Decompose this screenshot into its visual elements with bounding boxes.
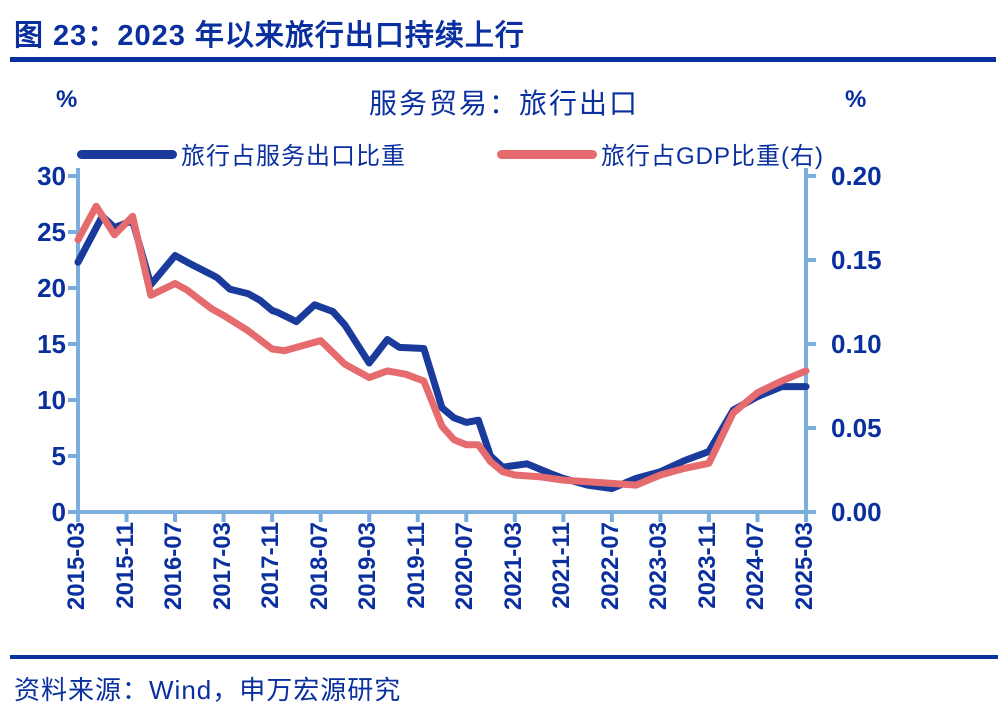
right-axis-tick-label: 0.20	[831, 161, 882, 191]
legend-marker-travel-gdp-share	[497, 150, 597, 159]
x-axis-tick-label: 2025-03	[791, 522, 818, 611]
left-axis-tick-label: 0	[51, 497, 66, 527]
left-axis-tick-label: 15	[37, 329, 66, 359]
right-axis-tick-label: 0.15	[831, 245, 882, 275]
x-axis-tick-label: 2016-07	[160, 522, 188, 611]
left-axis-tick-label: 20	[37, 273, 66, 303]
right-axis-tick-label: 0.05	[831, 413, 882, 443]
chart-title: 服务贸易：旅行出口	[368, 88, 639, 119]
series-line-travel-gdp-share	[74, 202, 810, 489]
x-axis-tick-label: 2017-11	[257, 522, 285, 609]
legend-label-travel-gdp-share: 旅行占GDP比重(右)	[601, 143, 824, 170]
legend-label-travel-services-share: 旅行占服务出口比重	[181, 143, 406, 170]
x-axis-tick-label: 2017-03	[208, 522, 236, 611]
right-axis-unit-label: %	[845, 86, 867, 113]
left-axis-tick-label: 5	[51, 441, 66, 471]
x-axis-tick-label: 2022-07	[596, 522, 624, 611]
x-axis-tick-label: 2015-11	[111, 522, 139, 609]
x-axis-tick-label: 2019-03	[354, 522, 382, 611]
left-axis-tick-label: 10	[37, 385, 66, 415]
x-axis-tick-label: 2021-03	[499, 522, 527, 611]
right-axis-tick-label: 0.10	[831, 329, 882, 359]
legend-marker-travel-services-share	[77, 150, 177, 159]
figure-title: 图 23：2023 年以来旅行出口持续上行	[14, 20, 525, 52]
x-axis-tick-label: 2019-11	[402, 522, 430, 609]
x-axis-tick-label: 2018-07	[305, 522, 333, 611]
right-axis-tick-label: 0.00	[831, 497, 882, 527]
x-axis-tick-label: 2020-07	[451, 522, 479, 611]
series-line-travel-services-share	[74, 212, 810, 492]
footer-divider	[10, 655, 998, 659]
left-axis-tick-label: 30	[37, 161, 66, 191]
x-axis-tick-label: 2023-11	[693, 522, 721, 609]
x-axis-tick-label: 2024-07	[742, 522, 770, 611]
x-axis-tick-label: 2015-03	[63, 522, 90, 611]
source-note: 资料来源：Wind，申万宏源研究	[14, 675, 402, 705]
left-axis-unit-label: %	[56, 86, 78, 113]
x-axis-tick-label: 2023-03	[645, 522, 673, 611]
x-axis-tick-label: 2021-11	[548, 522, 576, 609]
left-axis-tick-label: 25	[37, 217, 66, 247]
title-divider	[10, 57, 996, 62]
